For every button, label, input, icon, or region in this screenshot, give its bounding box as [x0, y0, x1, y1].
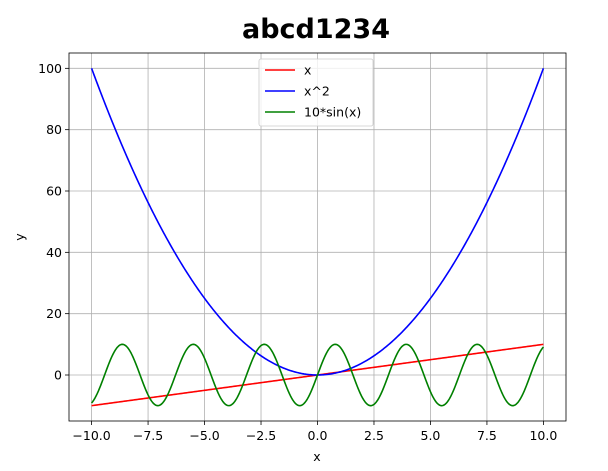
x-tick-label: 2.5 — [364, 428, 384, 443]
plot-series — [90, 68, 545, 407]
y-tick-label: 100 — [38, 61, 62, 76]
y-tick-label: 40 — [46, 245, 62, 260]
x-axis-label: x — [313, 449, 320, 464]
y-tick-label: 0 — [54, 368, 62, 383]
x-tick-label: 7.5 — [477, 428, 497, 443]
legend-frame — [258, 58, 374, 127]
y-axis-ticks: 0 20 40 60 80 100 — [38, 61, 69, 383]
x-tick-label: 10.0 — [529, 428, 557, 443]
series-line-10-sin-x — [90, 343, 545, 407]
legend-label: 10*sin(x) — [304, 105, 361, 120]
x-tick-label: −5.0 — [189, 428, 219, 443]
y-tick-label: 20 — [46, 306, 62, 321]
y-axis-label: y — [12, 233, 27, 241]
x-tick-label: −7.5 — [133, 428, 163, 443]
x-tick-label: −2.5 — [246, 428, 276, 443]
chart-title: abcd1234 — [242, 14, 390, 45]
x-tick-label: 5.0 — [421, 428, 441, 443]
legend: x x^2 10*sin(x) — [258, 58, 374, 127]
grid — [69, 53, 566, 421]
x-tick-label: −10.0 — [72, 428, 110, 443]
legend-label: x^2 — [304, 84, 330, 99]
y-tick-label: 60 — [46, 184, 62, 199]
x-tick-label: 0.0 — [308, 428, 328, 443]
x-axis-ticks: −10.0 −7.5 −5.0 −2.5 0.0 2.5 5.0 7.5 10.0 — [72, 421, 557, 443]
y-tick-label: 80 — [46, 122, 62, 137]
legend-label: x — [304, 63, 311, 78]
